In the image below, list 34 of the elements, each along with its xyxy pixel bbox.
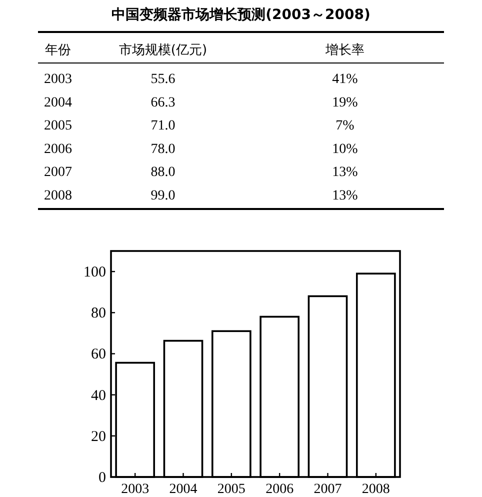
ytick: 0 (98, 470, 106, 486)
annotation: 71.0 (150, 118, 176, 134)
annotation: 2003 (44, 72, 72, 87)
xtick: 2006 (266, 482, 294, 497)
annotation: 7% (336, 118, 354, 134)
ytick: 80 (91, 306, 106, 322)
annotation: 99.0 (150, 188, 176, 204)
annotation: 增长率 (326, 43, 364, 58)
annotation: 19% (332, 95, 358, 110)
annotation: 78.0 (150, 142, 176, 157)
annotation: 市场规模(亿元) (118, 43, 208, 58)
annotation: 2005 (44, 118, 72, 134)
annotation: 13% (332, 165, 358, 180)
ytick: 100 (84, 264, 106, 281)
xtick: 2005 (217, 482, 246, 497)
title: 中国变频器市场增长预测(2003～2008) (112, 7, 370, 23)
xtick: 2007 (314, 482, 342, 497)
ytick: 40 (91, 388, 106, 404)
annotation: 2004 (44, 95, 72, 110)
annotation: 41% (332, 72, 358, 87)
ytick: 60 (91, 346, 106, 363)
xtick: 2003 (121, 482, 150, 497)
annotation: 13% (332, 188, 358, 204)
annotation: 2007 (44, 165, 72, 180)
annotation: 88.0 (150, 165, 176, 180)
ytick: 20 (91, 428, 106, 445)
annotation: 2008 (44, 188, 72, 204)
annotation: 年份 (45, 43, 71, 58)
xtick: 2008 (362, 482, 390, 497)
annotation: 10% (332, 142, 358, 157)
annotation: 2006 (44, 142, 72, 157)
annotation: 55.6 (150, 72, 176, 87)
annotation: 66.3 (150, 95, 176, 110)
xtick: 2004 (169, 482, 198, 497)
